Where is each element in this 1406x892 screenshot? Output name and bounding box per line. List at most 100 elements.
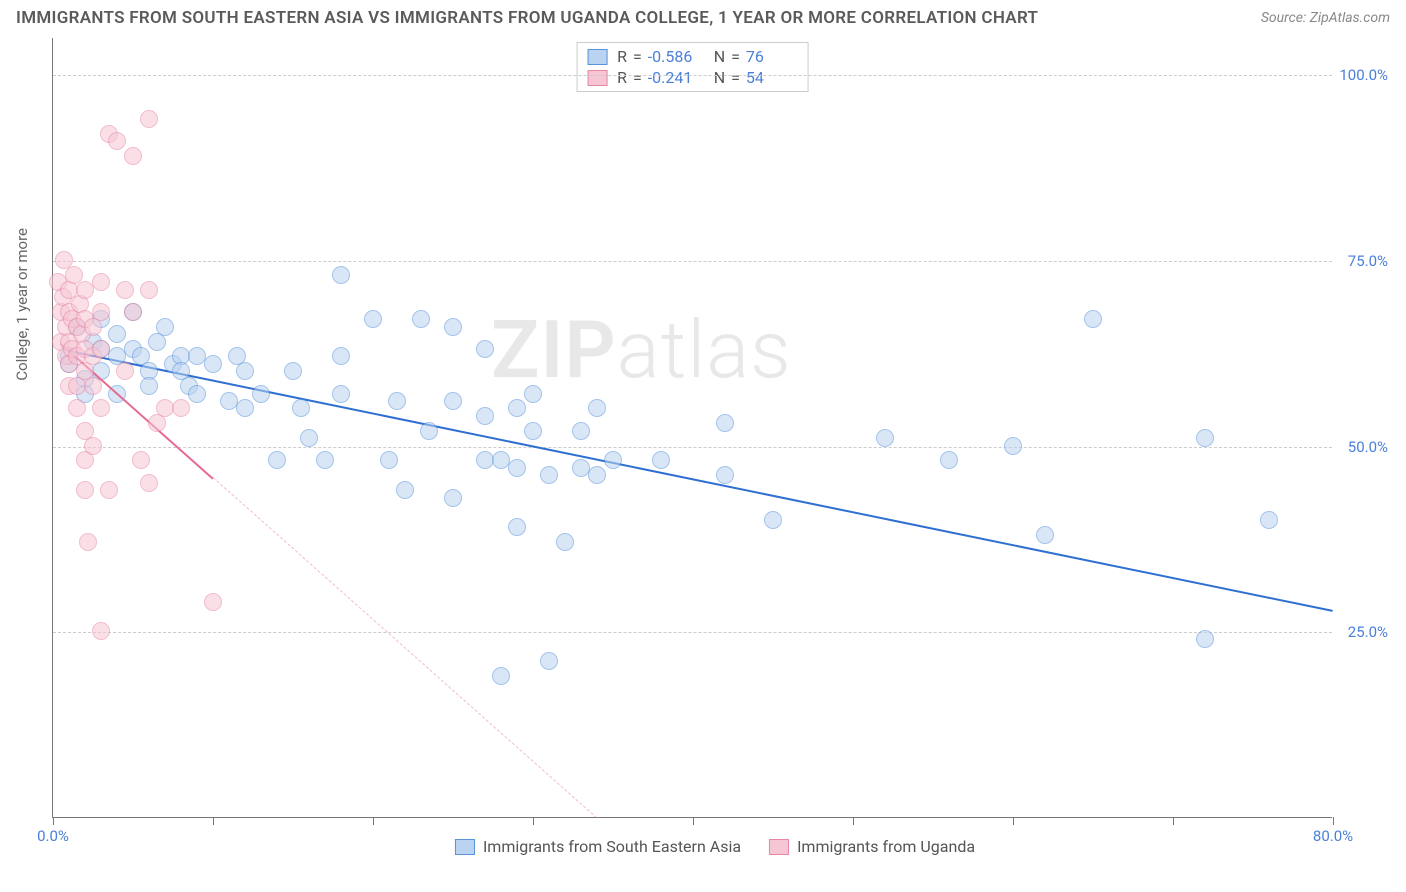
data-point	[444, 489, 462, 507]
data-point	[380, 451, 398, 469]
legend-label: Immigrants from South Eastern Asia	[483, 837, 741, 856]
stat-n-label: N	[714, 68, 725, 87]
data-point	[132, 451, 150, 469]
data-point	[332, 266, 350, 284]
data-point	[476, 340, 494, 358]
stat-r-label: R	[617, 47, 627, 66]
x-tick	[533, 817, 534, 825]
data-point	[476, 407, 494, 425]
stat-r-value: -0.586	[648, 47, 700, 66]
data-point	[204, 593, 222, 611]
data-point	[236, 362, 254, 380]
legend-swatch	[587, 70, 607, 86]
legend-item: Immigrants from South Eastern Asia	[455, 837, 741, 856]
stats-legend: R=-0.586N=76R=-0.241N=54	[576, 42, 809, 92]
data-point	[116, 362, 134, 380]
data-point	[92, 273, 110, 291]
data-point	[572, 422, 590, 440]
data-point	[940, 451, 958, 469]
data-point	[588, 399, 606, 417]
source-citation: Source: ZipAtlas.com	[1261, 10, 1390, 26]
data-point	[300, 429, 318, 447]
data-point	[116, 281, 134, 299]
y-axis-label: College, 1 year or more	[13, 228, 31, 381]
x-tick	[53, 817, 54, 825]
gridline	[53, 75, 1332, 76]
data-point	[540, 466, 558, 484]
data-point	[124, 147, 142, 165]
data-point	[140, 377, 158, 395]
x-tick-label: 80.0%	[1313, 827, 1353, 845]
chart-container: College, 1 year or more ZIPatlas R=-0.58…	[40, 38, 1390, 858]
data-point	[524, 385, 542, 403]
data-point	[364, 310, 382, 328]
y-tick-label: 75.0%	[1348, 252, 1388, 270]
data-point	[100, 481, 118, 499]
stat-r-label: R	[617, 68, 627, 87]
data-point	[1036, 526, 1054, 544]
data-point	[79, 533, 97, 551]
stat-n-label: N	[714, 47, 725, 66]
data-point	[1196, 630, 1214, 648]
stat-n-value: 54	[746, 68, 798, 87]
data-point	[556, 533, 574, 551]
data-point	[140, 110, 158, 128]
data-point	[540, 652, 558, 670]
data-point	[332, 347, 350, 365]
data-point	[140, 474, 158, 492]
x-tick	[1013, 817, 1014, 825]
legend-swatch	[769, 839, 789, 855]
data-point	[236, 399, 254, 417]
data-point	[108, 325, 126, 343]
data-point	[140, 281, 158, 299]
chart-header: IMMIGRANTS FROM SOUTH EASTERN ASIA VS IM…	[0, 0, 1406, 32]
legend-swatch	[587, 49, 607, 65]
data-point	[92, 340, 110, 358]
bottom-legend: Immigrants from South Eastern Asia Immigr…	[455, 837, 975, 856]
data-point	[332, 385, 350, 403]
data-point	[604, 451, 622, 469]
x-tick	[693, 817, 694, 825]
legend-item: Immigrants from Uganda	[769, 837, 975, 856]
data-point	[388, 392, 406, 410]
chart-title: IMMIGRANTS FROM SOUTH EASTERN ASIA VS IM…	[16, 8, 1038, 28]
x-tick	[853, 817, 854, 825]
data-point	[1196, 429, 1214, 447]
data-point	[108, 132, 126, 150]
data-point	[292, 399, 310, 417]
data-point	[1084, 310, 1102, 328]
data-point	[524, 422, 542, 440]
watermark: ZIPatlas	[491, 303, 792, 397]
data-point	[204, 355, 222, 373]
data-point	[76, 481, 94, 499]
data-point	[716, 414, 734, 432]
data-point	[1004, 437, 1022, 455]
legend-swatch	[455, 839, 475, 855]
data-point	[252, 385, 270, 403]
data-point	[412, 310, 430, 328]
x-tick	[213, 817, 214, 825]
y-tick-label: 50.0%	[1348, 438, 1388, 456]
x-tick	[1333, 817, 1334, 825]
data-point	[92, 303, 110, 321]
data-point	[68, 399, 86, 417]
data-point	[268, 451, 286, 469]
data-point	[156, 318, 174, 336]
data-point	[188, 385, 206, 403]
y-tick-label: 25.0%	[1348, 623, 1388, 641]
data-point	[172, 399, 190, 417]
data-point	[396, 481, 414, 499]
data-point	[92, 399, 110, 417]
data-point	[124, 303, 142, 321]
data-point	[284, 362, 302, 380]
data-point	[508, 518, 526, 536]
data-point	[588, 466, 606, 484]
gridline	[53, 447, 1332, 448]
data-point	[444, 392, 462, 410]
gridline	[53, 632, 1332, 633]
x-tick	[1173, 817, 1174, 825]
data-point	[492, 667, 510, 685]
plot-area: ZIPatlas R=-0.586N=76R=-0.241N=54 25.0%5…	[52, 38, 1332, 818]
y-tick-label: 100.0%	[1339, 66, 1388, 84]
data-point	[716, 466, 734, 484]
